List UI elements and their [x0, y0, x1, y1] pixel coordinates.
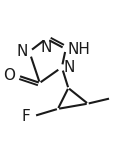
Text: O: O: [3, 68, 15, 83]
Text: F: F: [22, 109, 31, 124]
Text: N: N: [41, 40, 52, 55]
Text: N: N: [17, 44, 28, 59]
Text: NH: NH: [67, 42, 90, 57]
Text: N: N: [63, 60, 75, 75]
